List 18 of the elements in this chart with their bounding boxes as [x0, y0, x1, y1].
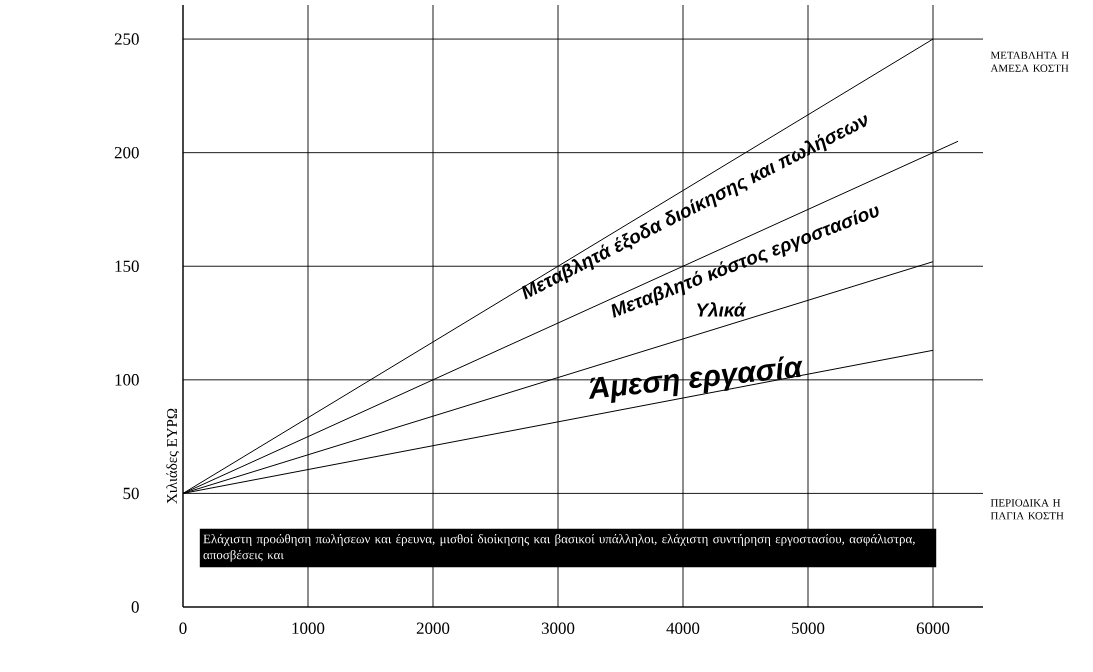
- x-tick-label: 3000: [541, 622, 575, 634]
- annotation: Άμεση εργασία: [589, 356, 803, 403]
- x-tick-label: 2000: [416, 622, 450, 634]
- y-tick-label: 150: [115, 260, 139, 272]
- y-tick-label: 0: [131, 601, 139, 613]
- x-tick-label: 0: [179, 622, 187, 634]
- annotation: Ελάχιστη προώθηση πωλήσεων και έρευνα, μισθοί διοίκησης και βασικοί υπάλληλοι, ελάχιστη συντήρηση εργοστασίου, ασφάλιστρα, αποσβέσεις και: [203, 534, 915, 562]
- x-tick-label: 4000: [666, 622, 700, 634]
- text: ΠΕΡΙΟΔΙΚΑ Η ΠΑΓΙΑ ΚΟΣΤΗ: [990, 499, 1064, 520]
- x-tick-label: 5000: [792, 622, 825, 634]
- y-tick-label: 100: [115, 374, 139, 386]
- x-tick-label: 6000: [916, 622, 950, 634]
- x-tick-label: 1000: [292, 622, 325, 634]
- y-tick-label: 50: [123, 487, 139, 500]
- y-tick-label: 200: [114, 146, 139, 159]
- y-axis-title: Χιλιάδες ΕΥΡΩ: [166, 408, 180, 504]
- y-tick-label: 250: [114, 33, 139, 45]
- text: ΜΕΤΑΒΛΗΤΑ Η ΑΜΕΣΑ ΚΟΣΤΗ: [990, 51, 1069, 72]
